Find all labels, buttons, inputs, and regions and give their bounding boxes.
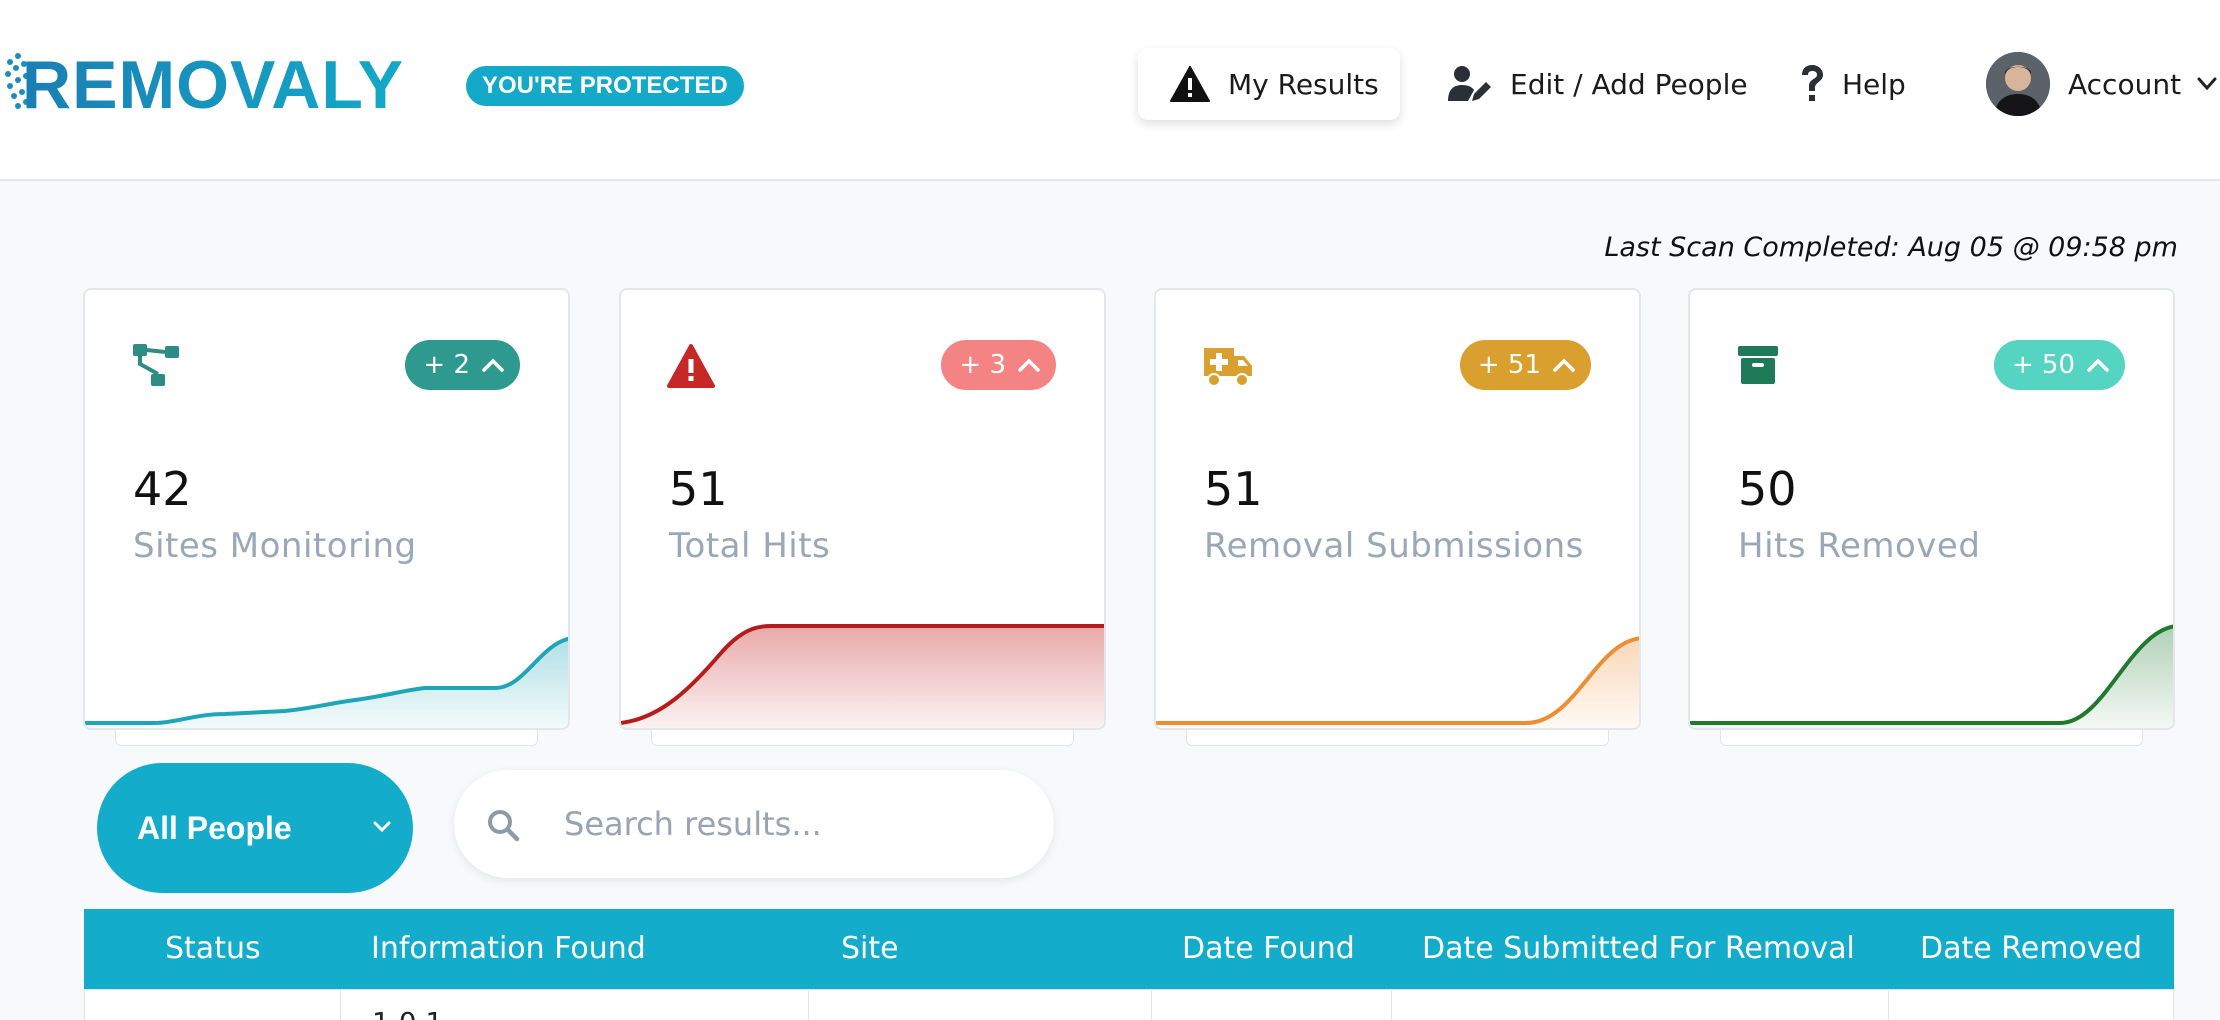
sparkline (1156, 636, 1639, 728)
archive-icon (1738, 346, 1778, 384)
stat-value: 51 (669, 462, 728, 516)
stat-label: Hits Removed (1738, 526, 1981, 566)
results-table-header: Status Information Found Site Date Found… (84, 909, 2174, 989)
table-row[interactable]: 1 0 1 (84, 989, 2174, 1020)
change-badge: + 2 (405, 340, 520, 390)
ambulance-icon (1204, 348, 1252, 387)
stat-card-removal-submissions[interactable]: + 51 51 Removal Submissions (1154, 288, 1641, 746)
question-icon (1802, 65, 1823, 101)
people-select-value: All People (137, 809, 292, 846)
chevron-up-icon (482, 358, 504, 372)
stat-value: 42 (133, 462, 192, 516)
chevron-up-icon (2087, 358, 2109, 372)
chevron-down-icon (2197, 77, 2217, 91)
stat-label: Total Hits (669, 526, 831, 566)
stat-card-hits-removed[interactable]: + 50 50 Hits Removed (1688, 288, 2175, 746)
search-box (454, 770, 1054, 878)
column-status[interactable]: Status (165, 931, 261, 966)
chevron-up-icon (1553, 358, 1575, 372)
nav-edit-add-people[interactable]: Edit / Add People (1446, 48, 1748, 120)
stat-card-total-hits[interactable]: + 3 51 Total Hits (619, 288, 1106, 746)
sparkline (1690, 624, 2173, 728)
nav-account-label: Account (2068, 67, 2182, 101)
nav-help-label: Help (1842, 67, 1906, 101)
avatar (1986, 52, 2050, 116)
column-date-removed[interactable]: Date Removed (1920, 931, 2143, 966)
svg-text:REMOVALY: REMOVALY (22, 48, 404, 118)
top-header: REMOVALY YOU'RE PROTECTED My Results Edi… (0, 0, 2220, 181)
stat-label: Sites Monitoring (133, 526, 417, 566)
chevron-down-icon (373, 821, 391, 833)
sitemap-icon (133, 344, 179, 386)
protected-badge: YOU'RE PROTECTED (466, 66, 744, 106)
change-badge: + 50 (1993, 340, 2125, 390)
column-date-submitted[interactable]: Date Submitted For Removal (1422, 931, 1855, 966)
column-information-found[interactable]: Information Found (371, 931, 646, 966)
alert-triangle-icon (667, 344, 715, 388)
stat-value: 50 (1738, 462, 1797, 516)
stat-value: 51 (1204, 462, 1263, 516)
chevron-up-icon (1018, 358, 1040, 372)
warning-icon (1170, 66, 1210, 102)
change-badge: + 51 (1459, 340, 1591, 390)
search-icon (488, 810, 520, 842)
people-select[interactable]: All People (97, 763, 413, 893)
last-scan-status: Last Scan Completed: Aug 05 @ 09:58 pm (1604, 232, 2178, 263)
stat-card-sites-monitoring[interactable]: + 2 42 Sites Monitoring (83, 288, 570, 746)
nav-help[interactable]: Help (1798, 48, 1906, 120)
nav-my-results[interactable]: My Results (1138, 48, 1400, 120)
stat-label: Removal Submissions (1204, 526, 1584, 566)
nav-account[interactable]: Account (1986, 48, 2217, 120)
sparkline (621, 624, 1104, 728)
column-date-found[interactable]: Date Found (1182, 931, 1355, 966)
user-edit-icon (1448, 66, 1491, 101)
nav-my-results-label: My Results (1228, 67, 1379, 101)
sparkline (85, 637, 568, 728)
removaly-logo[interactable]: REMOVALY (4, 48, 450, 118)
nav-edit-label: Edit / Add People (1510, 67, 1748, 101)
change-badge: + 3 (941, 340, 1056, 390)
column-site[interactable]: Site (841, 931, 899, 966)
table-cell: 1 0 1 (372, 1006, 443, 1020)
search-input[interactable] (564, 798, 1024, 850)
